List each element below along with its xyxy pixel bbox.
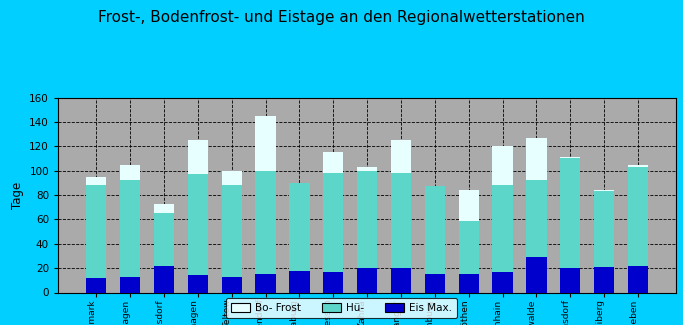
Bar xyxy=(188,140,208,174)
Bar xyxy=(323,272,344,292)
Bar xyxy=(255,116,276,171)
Bar xyxy=(357,268,377,292)
Bar xyxy=(391,173,411,268)
Bar xyxy=(594,191,614,267)
Bar xyxy=(357,171,377,268)
Text: Frost-, Bodenfrost- und Eistage an den Regionalwetterstationen: Frost-, Bodenfrost- und Eistage an den R… xyxy=(98,10,585,25)
Bar xyxy=(526,180,546,257)
Bar xyxy=(290,270,309,292)
Bar xyxy=(425,187,445,274)
Bar xyxy=(357,167,377,171)
Bar xyxy=(458,190,479,221)
Bar xyxy=(391,140,411,173)
Bar xyxy=(391,268,411,292)
Bar xyxy=(560,157,581,159)
Bar xyxy=(526,138,546,180)
Bar xyxy=(255,171,276,274)
Bar xyxy=(628,167,648,266)
Bar xyxy=(560,159,581,268)
Bar xyxy=(188,174,208,276)
Legend: Bo- Frost, Hü-, Eis Max.: Bo- Frost, Hü-, Eis Max. xyxy=(226,297,457,318)
Bar xyxy=(120,180,140,277)
Bar xyxy=(86,177,107,185)
Bar xyxy=(560,268,581,292)
Bar xyxy=(594,267,614,292)
Bar xyxy=(120,164,140,180)
Bar xyxy=(323,152,344,173)
Bar xyxy=(120,277,140,292)
Bar xyxy=(458,190,479,274)
Bar xyxy=(526,257,546,292)
Bar xyxy=(221,277,242,292)
Bar xyxy=(86,185,107,278)
Bar xyxy=(628,266,648,292)
Bar xyxy=(154,203,174,213)
Bar xyxy=(323,173,344,272)
Bar xyxy=(492,185,513,272)
Bar xyxy=(492,272,513,292)
Y-axis label: Tage: Tage xyxy=(11,181,24,209)
Bar xyxy=(255,274,276,292)
Bar xyxy=(188,276,208,292)
Bar xyxy=(492,146,513,185)
Bar xyxy=(458,274,479,292)
Bar xyxy=(628,164,648,167)
Bar xyxy=(154,266,174,292)
Bar xyxy=(221,185,242,277)
Bar xyxy=(290,183,309,270)
Bar xyxy=(594,190,614,191)
Bar xyxy=(86,278,107,292)
Bar xyxy=(425,274,445,292)
Bar xyxy=(221,171,242,185)
Bar xyxy=(154,213,174,266)
